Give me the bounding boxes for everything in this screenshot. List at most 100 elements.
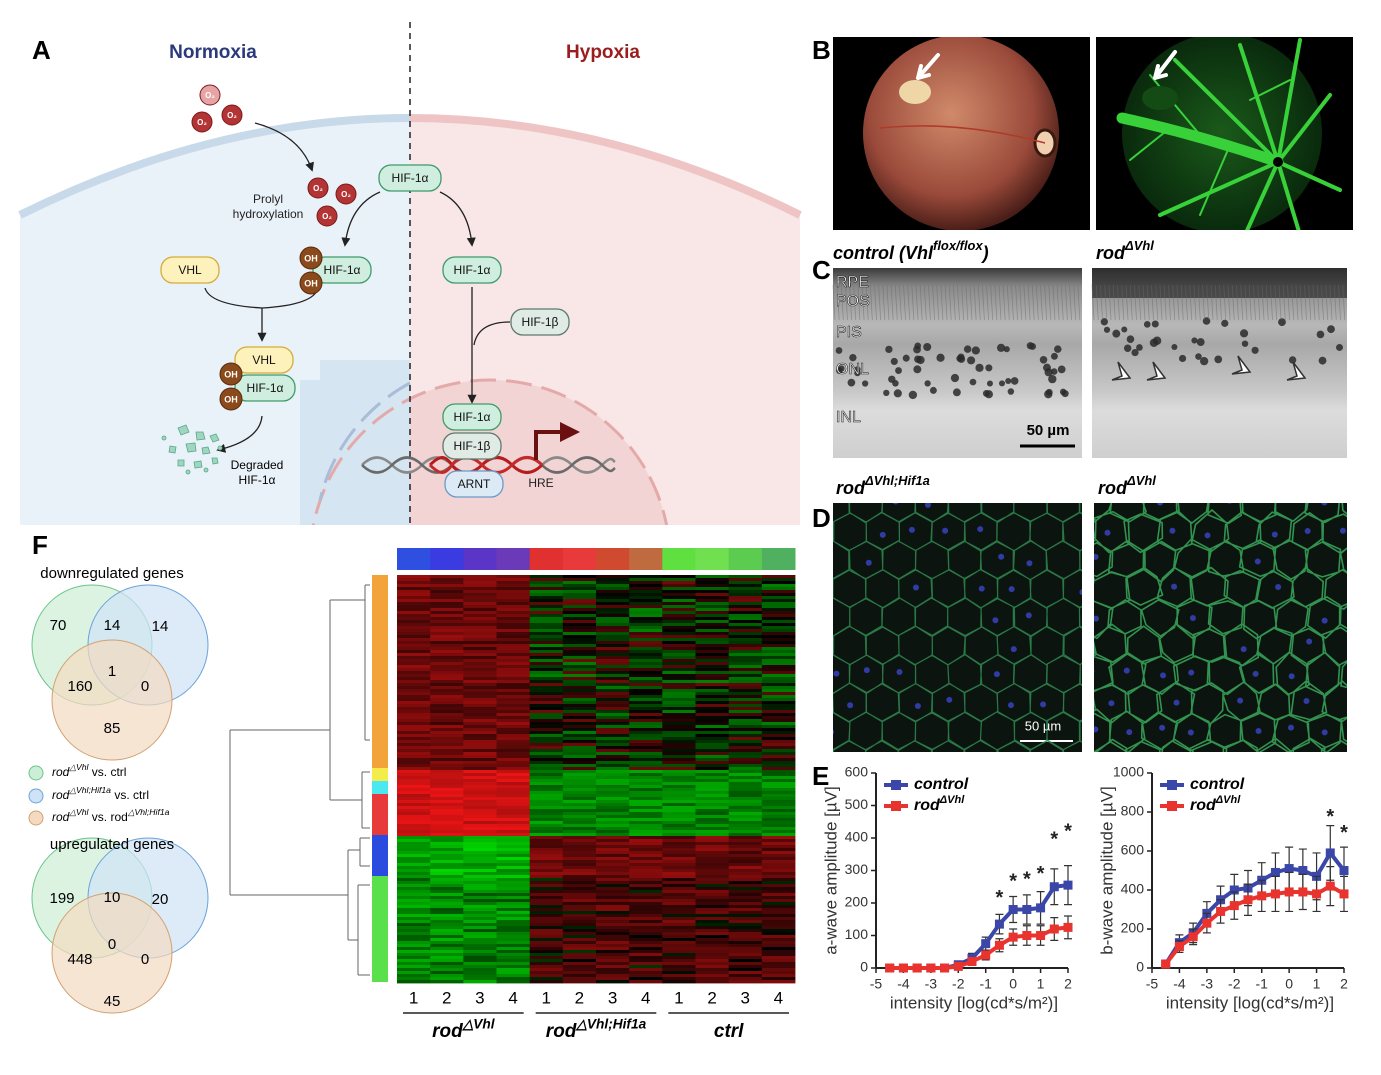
heatmap-cell bbox=[463, 677, 497, 681]
heatmap-cell bbox=[695, 821, 730, 825]
point bbox=[953, 961, 963, 971]
heatmap-cell bbox=[430, 866, 464, 870]
heatmap-cell bbox=[596, 692, 630, 696]
heatmap-cell bbox=[728, 692, 763, 696]
heatmap-cell bbox=[562, 587, 597, 591]
heatmap-cell bbox=[629, 686, 663, 690]
outer-segment bbox=[1227, 284, 1231, 321]
heatmap-cell bbox=[496, 584, 531, 588]
heatmap-cell bbox=[629, 677, 663, 681]
process-label: Degraded bbox=[231, 458, 284, 472]
point bbox=[1036, 903, 1046, 913]
heatmap-cell bbox=[695, 776, 730, 780]
heatmap-cell bbox=[629, 671, 663, 675]
heatmap-cell bbox=[496, 977, 531, 981]
heatmap-cell bbox=[463, 848, 497, 852]
heatmap-cell bbox=[529, 875, 564, 879]
heatmap-cell bbox=[562, 869, 597, 873]
heatmap-cell bbox=[496, 767, 531, 771]
heatmap-cell bbox=[529, 920, 564, 924]
heatmap-cell bbox=[463, 812, 497, 816]
heatmap-cell bbox=[662, 725, 696, 729]
nucleus bbox=[1191, 337, 1198, 344]
heatmap-cell bbox=[728, 773, 763, 777]
cell-nucleus bbox=[1160, 672, 1167, 679]
heatmap-cell bbox=[629, 653, 663, 657]
heatmap-cell bbox=[695, 875, 730, 879]
outer-segment bbox=[1056, 284, 1060, 321]
heatmap-cell bbox=[463, 722, 497, 726]
heatmap-cell bbox=[761, 584, 796, 588]
cell-nucleus bbox=[812, 700, 818, 706]
heatmap-cell bbox=[430, 965, 464, 969]
outer-segment bbox=[1291, 284, 1295, 321]
oh-group bbox=[219, 387, 243, 411]
cell-nucleus bbox=[1123, 667, 1130, 674]
heatmap-cell bbox=[629, 791, 663, 795]
heatmap-cell bbox=[562, 875, 597, 879]
heatmap-cell bbox=[529, 653, 564, 657]
heatmap-cell bbox=[529, 893, 564, 897]
heatmap-cell bbox=[596, 632, 630, 636]
cell-nucleus bbox=[1189, 614, 1196, 621]
heatmap-cell bbox=[695, 863, 730, 867]
heatmap-cell bbox=[397, 599, 431, 603]
nucleus bbox=[1221, 319, 1229, 327]
protein bbox=[442, 432, 502, 460]
heatmap-cell bbox=[728, 788, 763, 792]
heatmap-cell bbox=[562, 743, 597, 747]
heatmap-cell bbox=[662, 785, 696, 789]
heatmap-cell bbox=[728, 743, 763, 747]
cell-nucleus bbox=[1208, 815, 1214, 821]
heatmap-cell bbox=[761, 710, 796, 714]
scale-label: 50 µm bbox=[1025, 718, 1061, 733]
heatmap-cell bbox=[463, 638, 497, 642]
text-part: △Vhl bbox=[462, 1016, 496, 1031]
venn-count: 0 bbox=[141, 951, 149, 968]
heatmap-cell bbox=[728, 728, 763, 732]
text-part: control bbox=[1190, 776, 1245, 793]
heatmap-cell bbox=[695, 683, 730, 687]
heatmap-cell bbox=[596, 644, 630, 648]
heatmap-cell bbox=[529, 626, 564, 630]
heatmap-cell bbox=[596, 794, 630, 798]
heatmap-cell bbox=[695, 743, 730, 747]
heatmap-cell bbox=[728, 977, 763, 981]
x-tick-label: 1 bbox=[1313, 976, 1321, 992]
heatmap-cell bbox=[596, 833, 630, 837]
heatmap-cell bbox=[430, 650, 464, 654]
heatmap-cell bbox=[463, 935, 497, 939]
heatmap-cell bbox=[463, 734, 497, 738]
protein-label: HIF-1β bbox=[522, 315, 559, 329]
heatmap-cell bbox=[430, 728, 464, 732]
point bbox=[1284, 887, 1294, 897]
heatmap-cell bbox=[562, 890, 597, 894]
heatmap-cell bbox=[662, 656, 696, 660]
heatmap-cell bbox=[629, 887, 663, 891]
heatmap-cell bbox=[662, 968, 696, 972]
oxygen-label: O₂ bbox=[197, 118, 207, 127]
column-label: 1 bbox=[409, 988, 418, 1007]
heatmap-cell bbox=[430, 614, 464, 618]
heatmap-cell bbox=[562, 665, 597, 669]
heatmap-cell bbox=[463, 896, 497, 900]
heatmap-cell bbox=[596, 698, 630, 702]
heatmap-cell bbox=[430, 641, 464, 645]
heatmap-cell bbox=[463, 623, 497, 627]
panel-label: B bbox=[812, 35, 831, 65]
heatmap-cell bbox=[397, 674, 431, 678]
heatmap-cell bbox=[728, 671, 763, 675]
series-line bbox=[1164, 849, 1346, 966]
heatmap-cell bbox=[662, 854, 696, 858]
heatmap-cell bbox=[728, 821, 763, 825]
heatmap-cell bbox=[463, 941, 497, 945]
point bbox=[1022, 931, 1032, 940]
panel-d-art bbox=[812, 503, 1347, 821]
heatmap-cell bbox=[728, 878, 763, 882]
heatmap-cell bbox=[761, 830, 796, 834]
heatmap-cell bbox=[397, 713, 431, 717]
heatmap-cell bbox=[629, 743, 663, 747]
heatmap-cell bbox=[662, 902, 696, 906]
heatmap-cell bbox=[529, 599, 564, 603]
heatmap-cell bbox=[596, 920, 630, 924]
